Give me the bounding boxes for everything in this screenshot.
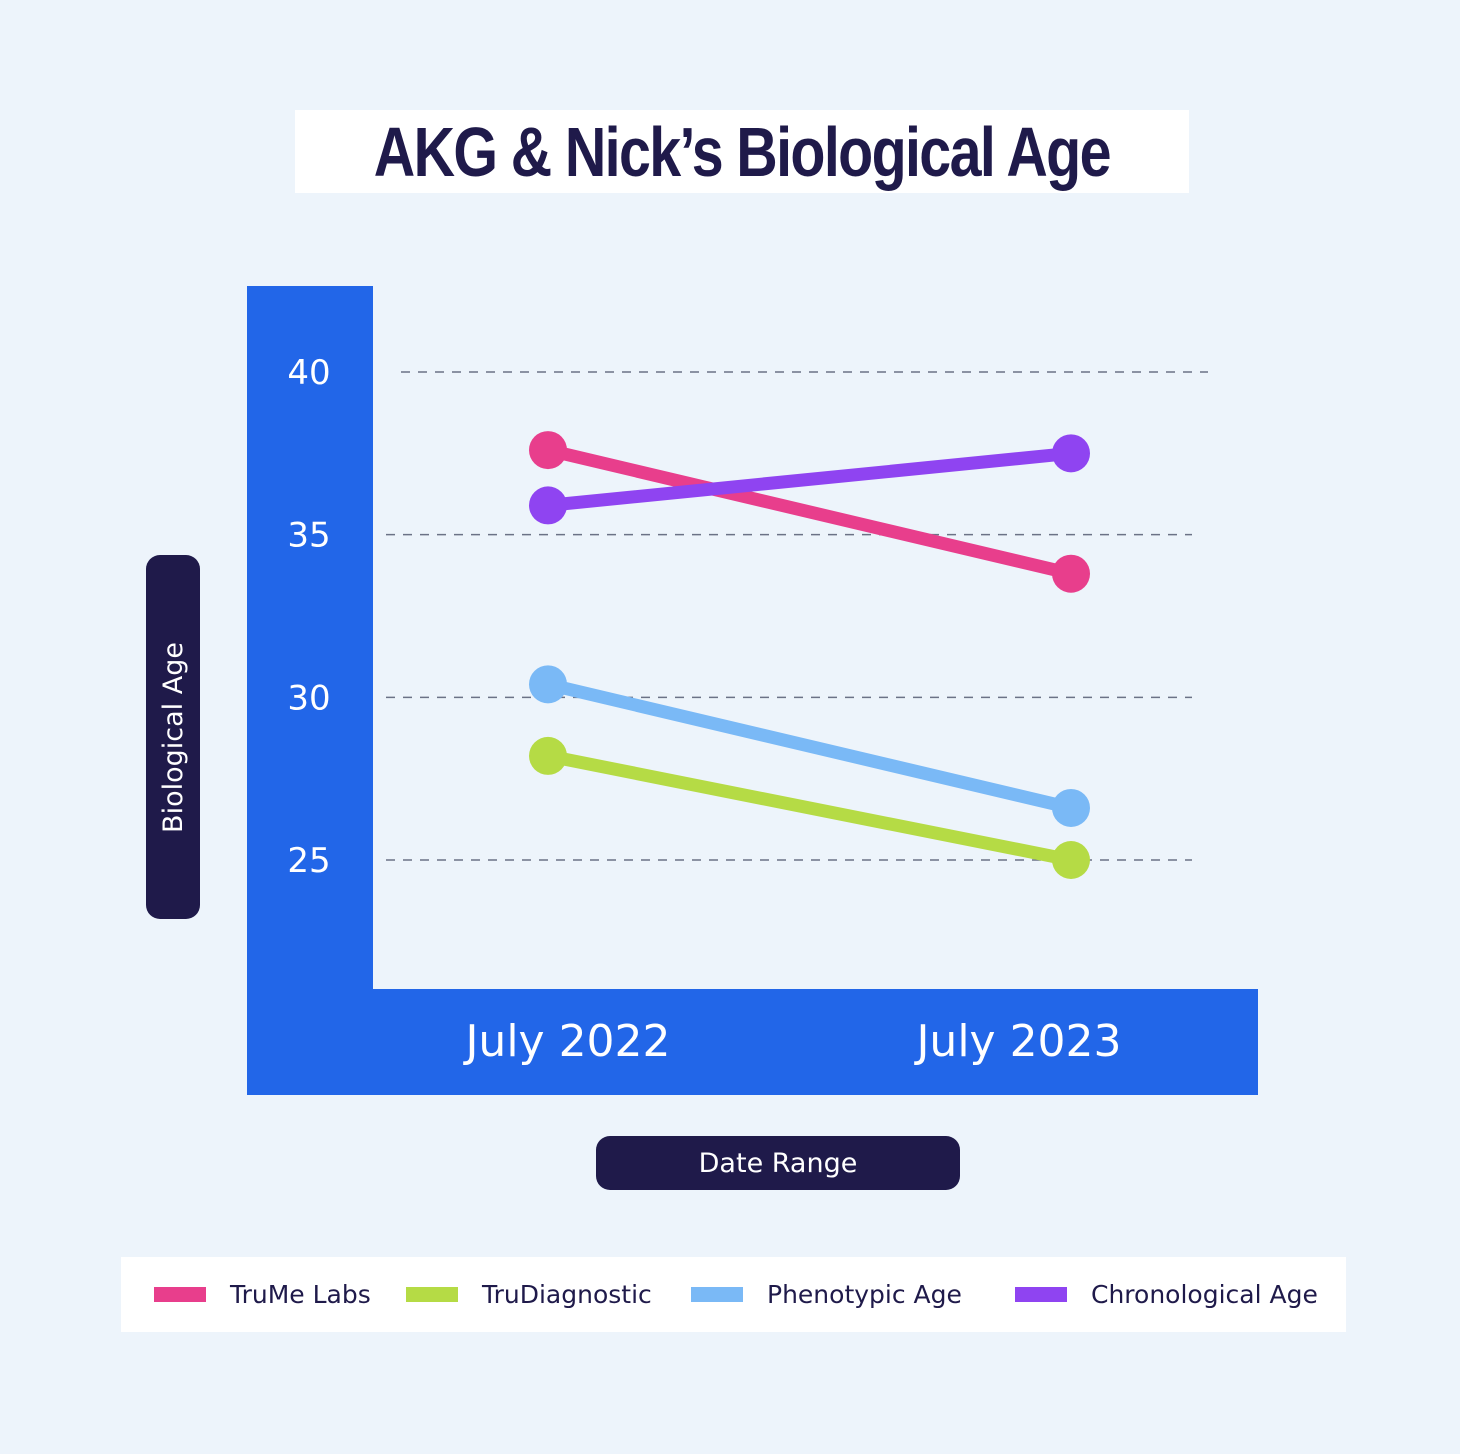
series-phenotypic-age — [529, 665, 1090, 827]
legend-swatch-phenotypic-age — [691, 1287, 743, 1302]
data-point-chronological-age — [529, 486, 567, 525]
x-tick-label: July 2023 — [913, 1016, 1121, 1067]
legend-label-trume-labs: TruMe Labs — [230, 1280, 371, 1309]
x-axis-label: Date Range — [698, 1147, 858, 1179]
axis-band-shape — [247, 286, 1258, 1095]
y-tick-label: 25 — [287, 841, 330, 881]
chart-title: AKG & Nick’s Biological Age — [373, 112, 1112, 191]
y-tick-label: 35 — [287, 516, 330, 556]
series-layer — [529, 431, 1090, 879]
legend-swatch-trume-labs — [154, 1287, 206, 1302]
data-point-trudiagnostic — [1052, 841, 1090, 879]
y-tick-label: 40 — [287, 353, 330, 393]
x-axis-label-pill: Date Range — [596, 1136, 960, 1190]
series-line-trume-labs — [541, 443, 1078, 581]
data-point-phenotypic-age — [1052, 788, 1090, 827]
data-point-chronological-age — [1052, 434, 1090, 473]
data-point-trudiagnostic — [529, 736, 567, 775]
series-line-phenotypic-age — [541, 677, 1078, 815]
x-tick-label: July 2022 — [462, 1016, 670, 1067]
legend: TruMe Labs TruDiagnostic Phenotypic Age … — [121, 1257, 1346, 1332]
series-chronological-age — [529, 434, 1090, 525]
y-axis-label-pill: Biological Age — [146, 555, 200, 919]
series-line-trudiagnostic — [541, 749, 1078, 867]
legend-item-phenotypic-age: Phenotypic Age — [691, 1257, 962, 1332]
legend-label-chronological-age: Chronological Age — [1091, 1280, 1318, 1309]
axis-band — [247, 286, 1258, 1095]
x-tick-labels: July 2022 July 2023 — [462, 1016, 1121, 1067]
legend-label-trudiagnostic: TruDiagnostic — [482, 1280, 652, 1309]
title-box: AKG & Nick’s Biological Age — [295, 110, 1189, 193]
data-point-trume-labs — [529, 431, 567, 470]
series-trudiagnostic — [529, 736, 1090, 879]
legend-item-trudiagnostic: TruDiagnostic — [406, 1257, 652, 1332]
legend-swatch-chronological-age — [1015, 1287, 1067, 1302]
y-tick-label: 30 — [287, 678, 330, 718]
y-tick-labels: 40 35 30 25 — [287, 353, 330, 881]
legend-item-chronological-age: Chronological Age — [1015, 1257, 1318, 1332]
legend-label-phenotypic-age: Phenotypic Age — [767, 1280, 962, 1309]
series-line-chronological-age — [541, 446, 1078, 512]
series-trume-labs — [529, 431, 1090, 593]
legend-swatch-trudiagnostic — [406, 1287, 458, 1302]
data-point-phenotypic-age — [529, 665, 567, 704]
legend-item-trume-labs: TruMe Labs — [154, 1257, 371, 1332]
data-point-trume-labs — [1052, 554, 1090, 593]
y-axis-label: Biological Age — [157, 641, 189, 833]
